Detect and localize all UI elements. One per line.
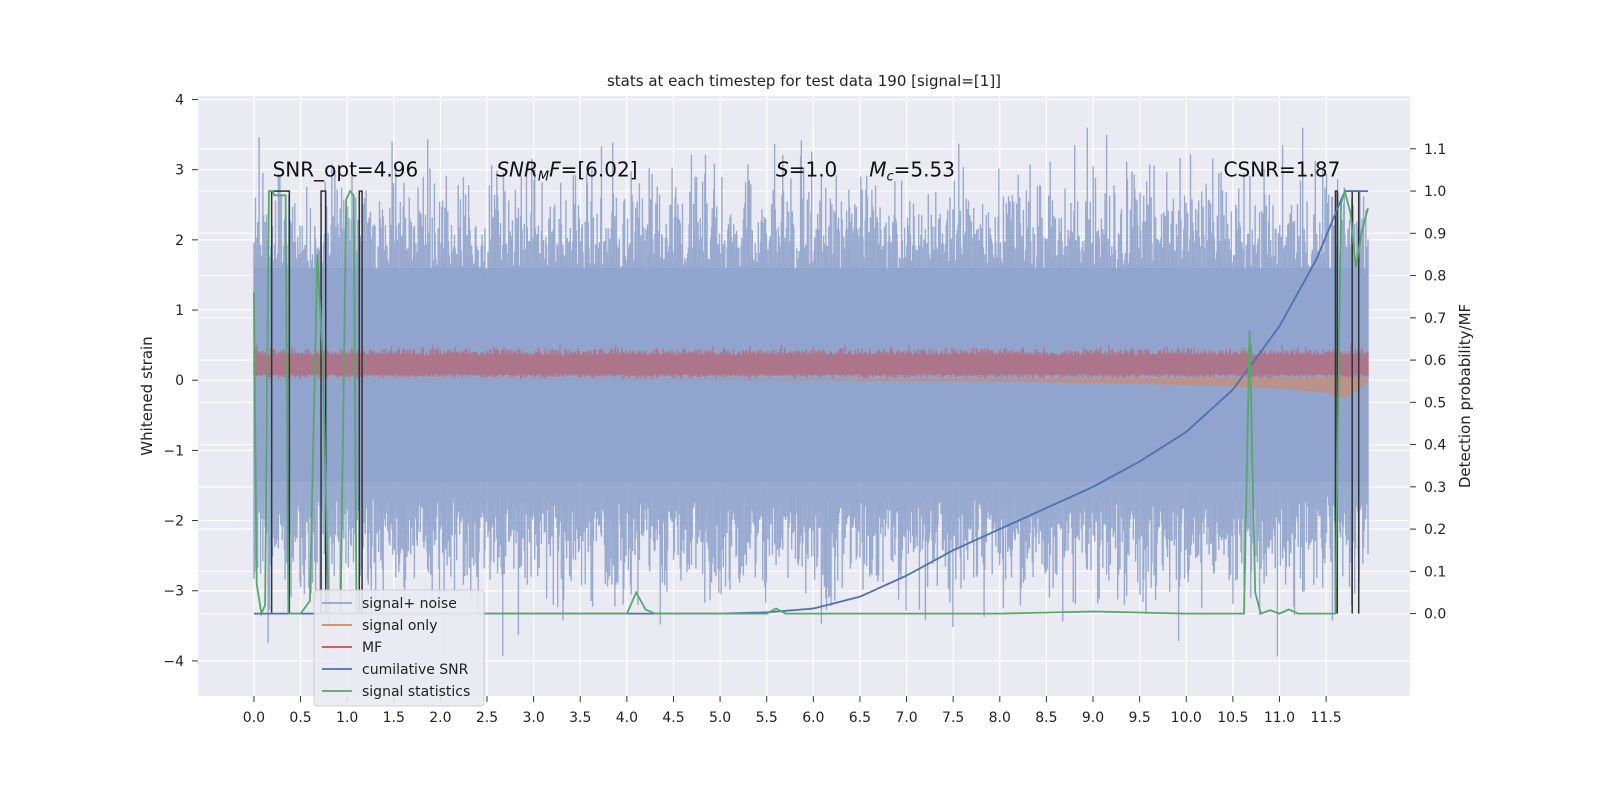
legend-label: signal+ noise [362, 596, 457, 612]
x-tick-label: 6.0 [802, 710, 824, 726]
y-tick-label-left: 1 [175, 303, 184, 319]
y-tick-label-right: 0.7 [1424, 311, 1446, 327]
y-tick-label-right: 0.8 [1424, 269, 1446, 285]
axis-ticks: 0.0 0.5 1.0 1.5 2.0 2.5 3.0 3.5 4.0 4.5 5.0 5.5 6.0 6… [163, 93, 1446, 726]
x-tick-label: 1.0 [336, 710, 358, 726]
y-tick-label-right: 0.1 [1424, 564, 1446, 580]
y-tick-label-right: 0.6 [1424, 353, 1446, 369]
x-tick-label: 0.0 [243, 710, 265, 726]
y-tick-label-right: 0.4 [1424, 438, 1446, 454]
y-tick-label-right: 0.9 [1424, 226, 1446, 242]
x-tick-label: 10.5 [1217, 710, 1248, 726]
x-tick-label: 7.5 [942, 710, 964, 726]
x-tick-label: 10.0 [1171, 710, 1202, 726]
x-tick-label: 9.5 [1128, 710, 1150, 726]
annotation-text: S=1.0 [776, 158, 837, 182]
legend-label: signal only [362, 618, 437, 634]
x-tick-label: 7.0 [895, 710, 917, 726]
y-tick-label-left: −3 [163, 584, 184, 600]
x-tick-label: 2.0 [429, 710, 451, 726]
chart-marks [253, 127, 1369, 657]
y-tick-label-left: 0 [175, 373, 184, 389]
y-tick-label-left: −2 [163, 514, 184, 530]
y-tick-label-right: 0.3 [1424, 480, 1446, 496]
x-tick-label: 1.5 [383, 710, 405, 726]
x-tick-label: 5.5 [756, 710, 778, 726]
annotation-text: SNRMF=[6.02] [496, 158, 637, 185]
x-tick-label: 11.0 [1264, 710, 1295, 726]
dark-pulse-line [320, 190, 327, 614]
x-tick-label: 4.0 [616, 710, 638, 726]
y-tick-label-right: 0.5 [1424, 395, 1446, 411]
dark-pulse-line [1334, 190, 1339, 614]
x-tick-label: 5.0 [709, 710, 731, 726]
x-tick-label: 0.5 [289, 710, 311, 726]
y-tick-label-left: −1 [163, 443, 184, 459]
chart-title: stats at each timestep for test data 190… [607, 72, 1001, 90]
signal-only-line [253, 376, 1368, 398]
legend-box [313, 589, 485, 707]
y-tick-label-left: 2 [175, 233, 184, 249]
y-tick-label-right: 1.0 [1424, 184, 1446, 200]
legend-label: signal statistics [362, 684, 470, 700]
annotations: SNR_opt=4.96 SNRMF=[6.02] S=1.0 Mc=5.53 CSNR… [273, 158, 1341, 185]
legend-label: MF [362, 640, 382, 656]
x-tick-label: 11.5 [1311, 710, 1342, 726]
legend-label: cumilative SNR [362, 662, 469, 678]
x-tick-label: 8.5 [1035, 710, 1057, 726]
annotation-text: Mc=5.53 [869, 158, 955, 185]
x-tick-label: 6.5 [849, 710, 871, 726]
dark-pulse-line [270, 190, 291, 614]
legend: signal+ noise signal only MF cumilative SNR… [313, 589, 485, 707]
x-tick-label: 8.0 [989, 710, 1011, 726]
signal-statistics-line [253, 187, 1369, 617]
y-axis-label-left: Whitened strain [138, 336, 156, 455]
x-tick-label: 3.5 [569, 710, 591, 726]
y-tick-label-right: 0.0 [1424, 607, 1446, 623]
y-tick-label-right: 1.1 [1424, 142, 1446, 158]
x-tick-label: 2.5 [476, 710, 498, 726]
x-tick-label: 3.0 [522, 710, 544, 726]
y-tick-label-left: −4 [163, 654, 184, 670]
y-tick-label-left: 4 [175, 93, 184, 109]
dark-pulse-line [358, 190, 363, 614]
y-axis-label-right: Detection probability/MF [1456, 304, 1474, 488]
y-tick-label-left: 3 [175, 163, 184, 179]
x-tick-label: 4.5 [662, 710, 684, 726]
annotation-text: CSNR=1.87 [1224, 158, 1341, 182]
y-tick-label-right: 0.2 [1424, 522, 1446, 538]
x-tick-label: 9.0 [1082, 710, 1104, 726]
annotation-text: SNR_opt=4.96 [273, 158, 419, 182]
